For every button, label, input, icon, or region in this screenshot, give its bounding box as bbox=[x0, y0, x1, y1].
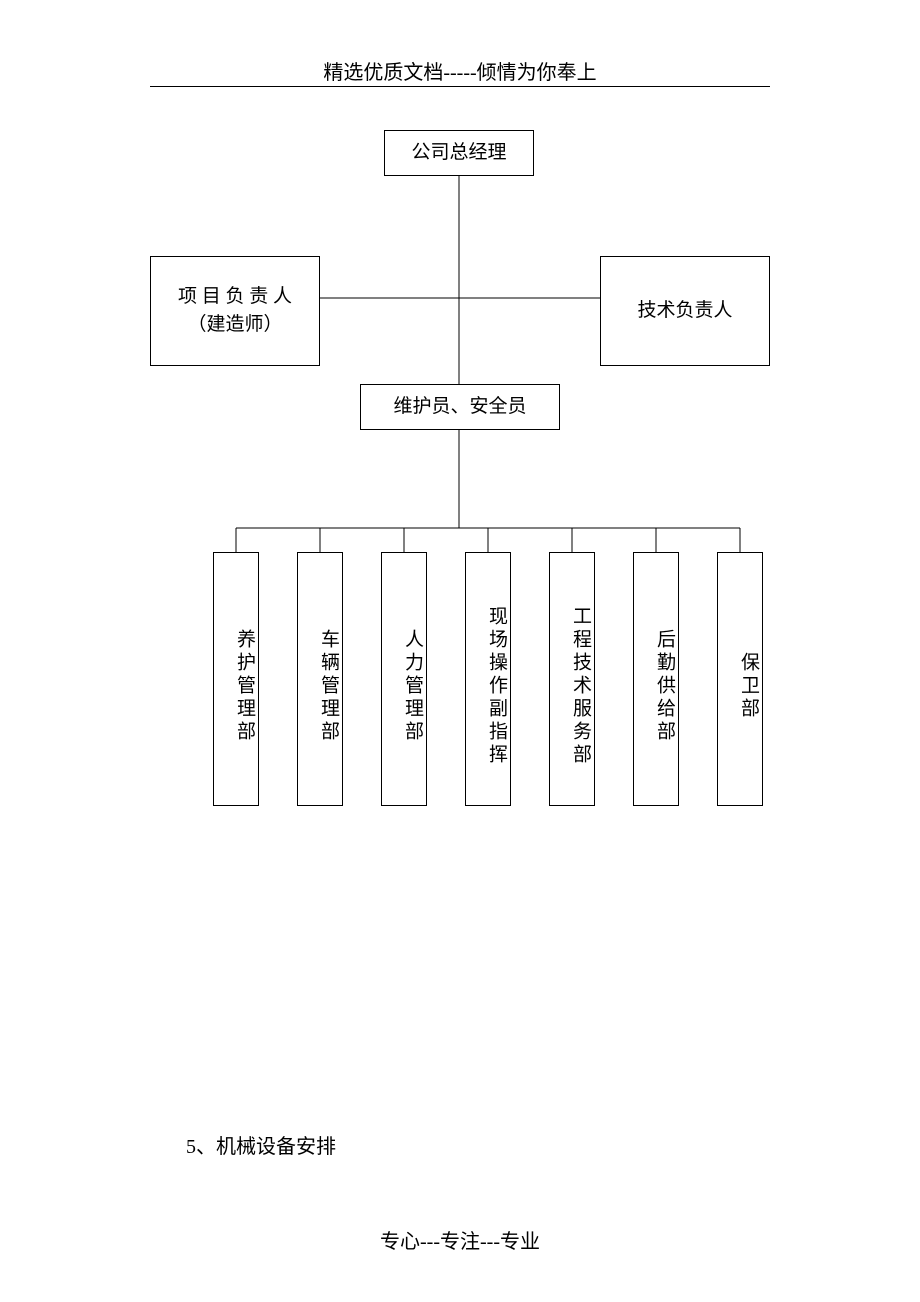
node-dept-hr: 人力管理部 bbox=[381, 552, 427, 806]
page-header: 精选优质文档-----倾情为你奉上 bbox=[0, 56, 920, 85]
node-label: 技术负责人 bbox=[637, 297, 732, 326]
node-dept-engineering: 工程技术服务部 bbox=[549, 552, 595, 806]
node-label: 项 目 负 责 人 （建造师） bbox=[178, 283, 292, 340]
node-label: 保卫部 bbox=[734, 652, 763, 721]
node-label: 养护管理部 bbox=[230, 629, 259, 744]
node-label: 公司总经理 bbox=[411, 139, 506, 168]
node-label: 工程技术服务部 bbox=[566, 606, 595, 767]
node-label: 后勤供给部 bbox=[650, 629, 679, 744]
section-title: 5、机械设备安排 bbox=[186, 1130, 336, 1159]
node-tech-lead: 技术负责人 bbox=[600, 256, 770, 366]
node-label: 维护员、安全员 bbox=[393, 393, 526, 422]
node-label: 现场操作副指挥 bbox=[482, 606, 511, 767]
node-label: 车辆管理部 bbox=[314, 629, 343, 744]
node-label: 人力管理部 bbox=[398, 629, 427, 744]
node-project-lead: 项 目 负 责 人 （建造师） bbox=[150, 256, 320, 366]
page: 精选优质文档-----倾情为你奉上 公司总经理 项 目 负 责 人 （建造师） … bbox=[0, 0, 920, 1302]
header-rule bbox=[150, 86, 770, 87]
node-dept-site-ops: 现场操作副指挥 bbox=[465, 552, 511, 806]
node-dept-security: 保卫部 bbox=[717, 552, 763, 806]
node-dept-maintenance: 养护管理部 bbox=[213, 552, 259, 806]
node-dept-vehicle: 车辆管理部 bbox=[297, 552, 343, 806]
node-gm: 公司总经理 bbox=[384, 130, 534, 176]
node-maint-safety: 维护员、安全员 bbox=[360, 384, 560, 430]
page-footer: 专心---专注---专业 bbox=[0, 1225, 920, 1254]
org-chart: 公司总经理 项 目 负 责 人 （建造师） 技术负责人 维护员、安全员 养护管理… bbox=[150, 130, 770, 830]
node-dept-logistics: 后勤供给部 bbox=[633, 552, 679, 806]
